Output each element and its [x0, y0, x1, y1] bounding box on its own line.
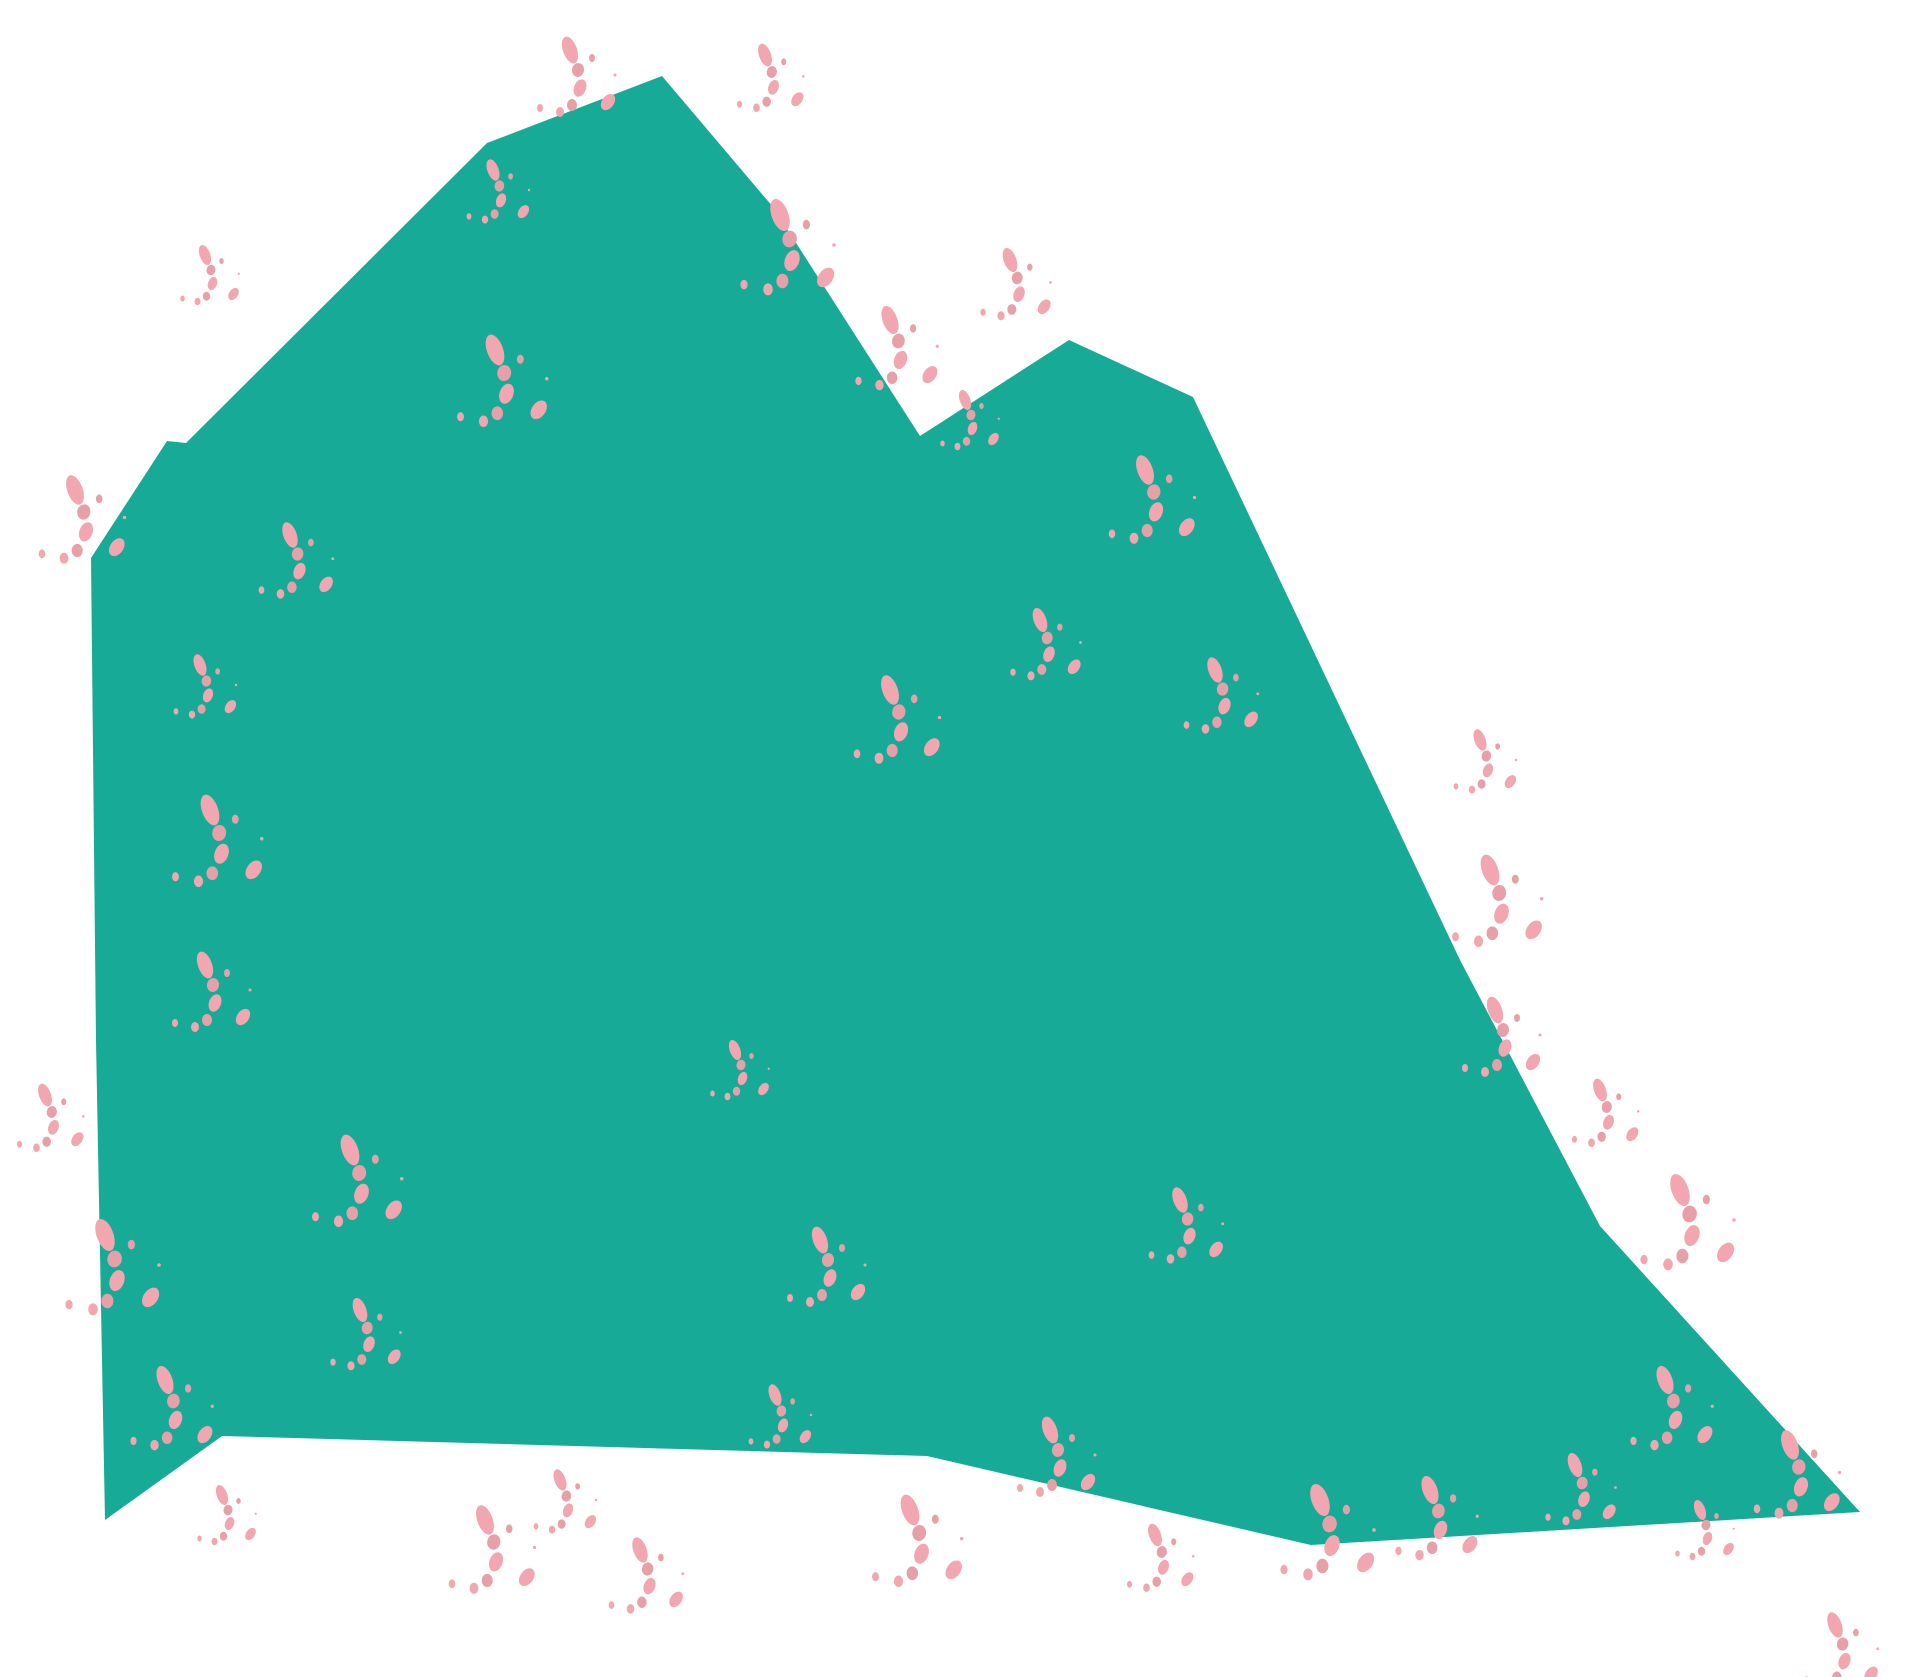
pink-speckle-cluster: [173, 654, 238, 719]
pink-speckle-cluster: [1395, 1475, 1479, 1561]
pink-speckle-cluster: [872, 1494, 964, 1588]
pink-speckle-cluster: [1453, 729, 1518, 794]
pink-speckle-cluster: [1545, 1452, 1617, 1526]
pink-speckle-cluster: [1571, 1078, 1640, 1147]
pink-speckle-cluster: [853, 675, 942, 764]
pink-speckle-cluster: [448, 1505, 537, 1594]
pink-speckle-cluster: [457, 334, 549, 428]
pink-speckle-cluster: [940, 389, 1000, 451]
pink-speckle-cluster: [197, 1484, 257, 1546]
pink-speckle-cluster: [172, 794, 264, 888]
pink-speckle-cluster: [1010, 607, 1082, 681]
pink-speckle-cluster: [1452, 854, 1544, 948]
pink-speckle-cluster: [466, 159, 531, 224]
pink-speckle-cluster: [1462, 996, 1542, 1077]
pink-speckle-cluster: [1148, 1187, 1225, 1264]
pink-speckle-cluster: [1753, 1430, 1842, 1519]
speckle-layer: [16, 36, 1880, 1677]
teal-polygon-shape: [91, 76, 1860, 1545]
pink-speckle-cluster: [172, 951, 252, 1032]
pink-speckle-cluster: [1675, 1499, 1735, 1561]
pink-speckle-cluster: [312, 1134, 404, 1228]
pink-speckle-cluster: [855, 305, 939, 391]
pink-speckle-cluster: [16, 1083, 85, 1152]
pink-speckle-cluster: [1630, 1365, 1714, 1451]
pink-speckle-cluster: [1126, 1523, 1195, 1592]
pink-speckle-cluster: [710, 1039, 770, 1101]
pink-speckle-cluster: [1804, 1612, 1880, 1677]
pink-speckle-cluster: [740, 198, 836, 296]
pink-speckle-cluster: [180, 244, 240, 306]
pink-speckle-cluster: [1183, 657, 1260, 734]
pink-speckle-cluster: [38, 475, 127, 564]
pink-speckle-cluster: [608, 1537, 685, 1614]
pink-speckle-cluster: [533, 1469, 598, 1534]
pink-speckle-cluster: [1280, 1483, 1376, 1581]
pink-speckle-cluster: [787, 1226, 867, 1307]
pink-speckle-cluster: [980, 247, 1052, 321]
pink-speckle-cluster: [748, 1384, 813, 1449]
pink-speckle-cluster: [65, 1218, 161, 1316]
pink-speckle-cluster: [1017, 1416, 1097, 1497]
pink-speckle-cluster: [130, 1365, 214, 1451]
pink-speckle-cluster: [736, 43, 805, 112]
pink-speckle-cluster: [258, 522, 335, 599]
pink-speckle-cluster: [1108, 455, 1197, 544]
pink-speckle-cluster: [537, 36, 617, 117]
pink-speckle-cluster: [330, 1297, 402, 1371]
pink-speckle-cluster: [1640, 1173, 1736, 1271]
